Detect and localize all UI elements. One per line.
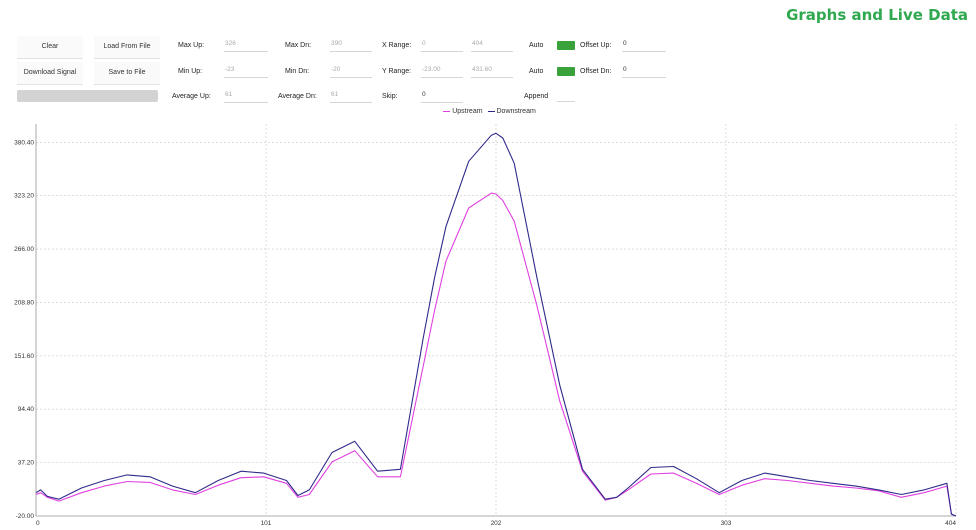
x-tick-label: 303 bbox=[721, 520, 732, 527]
x-tick-label: 101 bbox=[261, 520, 272, 527]
average-dn-label: Average Dn: bbox=[278, 93, 317, 100]
downstream-line bbox=[35, 132, 957, 517]
y-tick-label: 323.20 bbox=[14, 193, 34, 200]
progress-bar bbox=[17, 90, 158, 102]
downstream-swatch bbox=[487, 110, 495, 112]
average-up-label: Average Up: bbox=[172, 93, 211, 100]
offset-dn-label: Offset Dn: bbox=[580, 68, 612, 75]
x-range-min-field[interactable]: 0 bbox=[421, 36, 463, 52]
append-checkbox[interactable] bbox=[557, 88, 575, 102]
skip-label: Skip: bbox=[382, 93, 398, 100]
page-title: Graphs and Live Data bbox=[786, 6, 968, 24]
min-dn-field[interactable]: -20 bbox=[330, 62, 372, 78]
y-tick-label: -20.00 bbox=[16, 513, 35, 520]
auto-y-toggle[interactable] bbox=[557, 67, 575, 76]
y-tick-label: 266.00 bbox=[14, 246, 34, 253]
x-tick-label: 202 bbox=[491, 520, 502, 527]
max-up-label: Max Up: bbox=[178, 42, 205, 49]
min-dn-label: Min Dn: bbox=[285, 68, 310, 75]
legend-downstream: Downstream bbox=[496, 108, 536, 115]
legend-upstream: Upstream bbox=[452, 108, 483, 115]
y-range-label: Y Range: bbox=[382, 68, 412, 75]
max-up-field[interactable]: 326 bbox=[224, 36, 268, 52]
skip-field[interactable]: 0 bbox=[421, 87, 463, 103]
y-tick-label: 151.60 bbox=[14, 353, 34, 360]
save-to-file-button[interactable]: Save to File bbox=[94, 62, 160, 85]
download-signal-button[interactable]: Download Signal bbox=[17, 62, 83, 85]
append-label: Append bbox=[524, 93, 549, 100]
upstream-line bbox=[35, 192, 957, 517]
y-range-max-field[interactable]: 431.60 bbox=[471, 62, 513, 78]
y-tick-label: 94.40 bbox=[18, 406, 35, 413]
x-range-label: X Range: bbox=[382, 42, 412, 49]
upstream-swatch bbox=[443, 110, 451, 112]
y-tick-label: 37.20 bbox=[18, 460, 35, 467]
max-dn-field[interactable]: 390 bbox=[330, 36, 372, 52]
min-up-label: Min Up: bbox=[178, 68, 203, 75]
x-tick-label: 404 bbox=[945, 520, 956, 527]
average-dn-field[interactable]: 61 bbox=[330, 87, 372, 103]
line-chart: -20.00 37.20 94.40 151.60 208.80 266.00 323.20… bbox=[14, 124, 957, 527]
chart-legend: Upstream Downstream bbox=[0, 107, 976, 117]
min-up-field[interactable]: -23 bbox=[224, 62, 268, 78]
auto-y-label: Auto bbox=[529, 68, 544, 75]
x-tick-label: 0 bbox=[36, 520, 40, 527]
max-dn-label: Max Dn: bbox=[285, 42, 312, 49]
clear-button[interactable]: Clear bbox=[17, 36, 83, 59]
auto-x-label: Auto bbox=[529, 42, 544, 49]
offset-up-field[interactable]: 0 bbox=[622, 36, 666, 52]
offset-dn-field[interactable]: 0 bbox=[622, 62, 666, 78]
y-tick-label: 208.80 bbox=[14, 299, 34, 306]
y-tick-label: 380.40 bbox=[14, 139, 34, 146]
auto-x-toggle[interactable] bbox=[557, 41, 575, 50]
y-range-min-field[interactable]: -23.00 bbox=[421, 62, 463, 78]
offset-up-label: Offset Up: bbox=[580, 42, 612, 49]
average-up-field[interactable]: 61 bbox=[224, 87, 268, 103]
load-from-file-button[interactable]: Load From File bbox=[94, 36, 160, 59]
x-range-max-field[interactable]: 404 bbox=[471, 36, 513, 52]
